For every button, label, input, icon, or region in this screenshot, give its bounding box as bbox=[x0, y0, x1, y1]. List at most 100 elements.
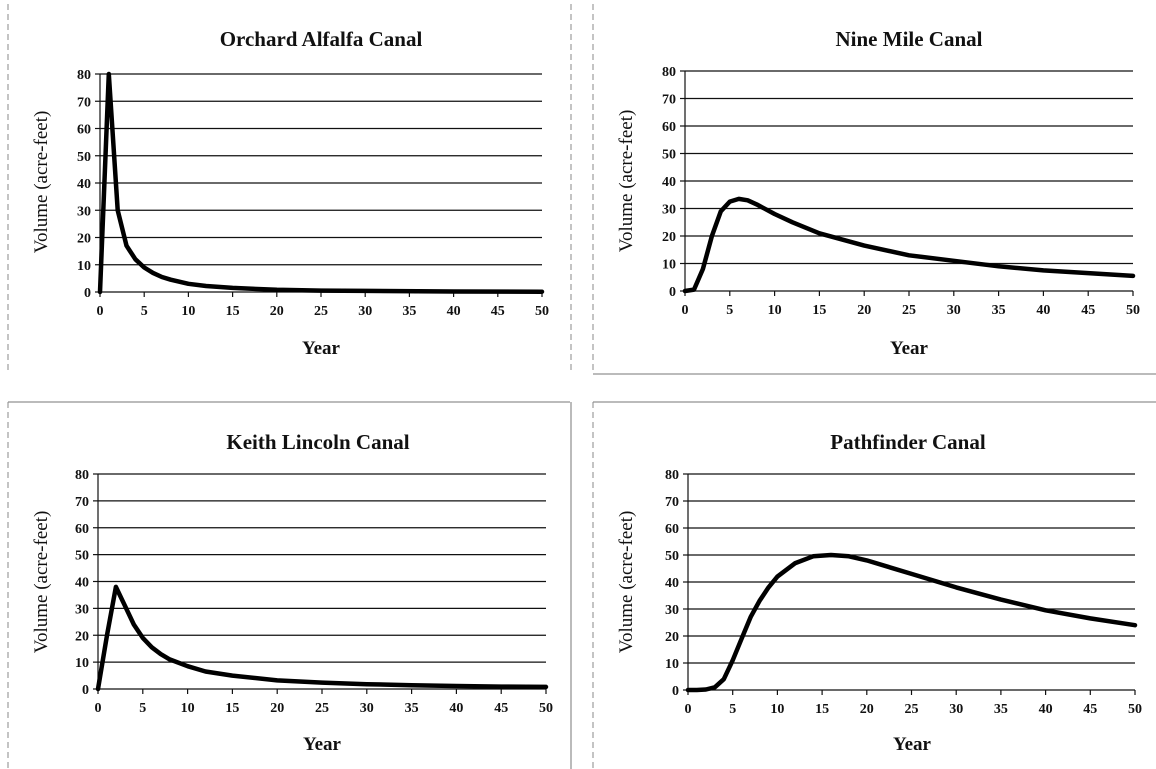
x-tick-label: 30 bbox=[358, 304, 372, 319]
chart-panel-pathfinder: 0 10 20 30 40 50 60 70 80 0 5 10 15 20 25 30 35 40 45 50 Pa… bbox=[590, 392, 1156, 769]
x-tick-label: 10 bbox=[770, 702, 784, 717]
chart-panel-keith-lincoln: 0 10 20 30 40 50 60 70 80 0 5 10 15 20 25 30 35 40 45 50 Ke… bbox=[0, 392, 572, 769]
y-tick-label: 0 bbox=[82, 683, 89, 698]
y-tick-label: 70 bbox=[77, 95, 91, 110]
x-tick-label: 15 bbox=[226, 304, 240, 319]
y-tick-label: 60 bbox=[75, 522, 89, 537]
x-tick-label: 20 bbox=[860, 702, 874, 717]
x-tick-label: 15 bbox=[815, 702, 829, 717]
y-tick-label: 20 bbox=[665, 630, 679, 645]
x-tick-label: 25 bbox=[905, 702, 919, 717]
chart-title: Nine Mile Canal bbox=[836, 27, 983, 51]
x-tick-label: 45 bbox=[1081, 303, 1095, 318]
y-axis-label: Volume (acre-feet) bbox=[31, 111, 52, 254]
x-tick-label: 45 bbox=[1083, 702, 1097, 717]
chart-svg-nine-mile: 0 10 20 30 40 50 60 70 80 0 5 10 15 20 25 30 35 40 45 50 Ni… bbox=[592, 4, 1156, 375]
x-tick-label: 25 bbox=[314, 304, 328, 319]
y-tick-label: 80 bbox=[665, 468, 679, 483]
chart-title: Pathfinder Canal bbox=[830, 430, 986, 454]
x-tick-label: 30 bbox=[947, 303, 961, 318]
x-tick-label: 35 bbox=[402, 304, 416, 319]
x-tick-label: 40 bbox=[1036, 303, 1050, 318]
y-tick-label: 10 bbox=[662, 258, 676, 273]
y-tick-label: 80 bbox=[75, 468, 89, 483]
x-tick-label: 25 bbox=[315, 701, 329, 716]
x-axis-label: Year bbox=[890, 338, 929, 359]
x-tick-label: 50 bbox=[1126, 303, 1140, 318]
y-axis-label: Volume (acre-feet) bbox=[616, 110, 637, 253]
y-tick-label: 50 bbox=[75, 549, 89, 564]
x-tick-label: 35 bbox=[405, 701, 419, 716]
series-line-nine-mile bbox=[682, 196, 1136, 294]
series-line-pathfinder bbox=[685, 552, 1138, 693]
x-tick-label: 50 bbox=[539, 701, 553, 716]
y-tick-label: 0 bbox=[84, 286, 91, 301]
x-tick-label: 50 bbox=[1128, 702, 1142, 717]
y-tick-label: 0 bbox=[669, 285, 676, 300]
x-tick-label: 5 bbox=[139, 701, 146, 716]
y-tick-label: 60 bbox=[77, 123, 91, 138]
y-tick-label: 20 bbox=[662, 230, 676, 245]
y-tick-label: 20 bbox=[75, 629, 89, 644]
x-tick-label: 0 bbox=[95, 701, 102, 716]
y-tick-label: 40 bbox=[665, 576, 679, 591]
y-tick-label: 30 bbox=[75, 602, 89, 617]
chart-svg-pathfinder: 0 10 20 30 40 50 60 70 80 0 5 10 15 20 25 30 35 40 45 50 Pa… bbox=[592, 401, 1156, 769]
x-tick-label: 10 bbox=[181, 304, 195, 319]
x-tick-label: 0 bbox=[97, 304, 104, 319]
series-line-orchard-alfalfa bbox=[97, 71, 545, 295]
x-tick-label: 35 bbox=[994, 702, 1008, 717]
series-line-keith-lincoln bbox=[95, 584, 549, 692]
y-tick-label: 30 bbox=[662, 203, 676, 218]
chart-svg-orchard-alfalfa: 0 10 20 30 40 50 60 70 80 0 5 10 15 20 25 30 35 40 45 50 Or… bbox=[7, 4, 572, 372]
x-tick-label: 10 bbox=[768, 303, 782, 318]
x-tick-label: 10 bbox=[181, 701, 195, 716]
y-tick-label: 50 bbox=[77, 150, 91, 165]
x-tick-label: 40 bbox=[1039, 702, 1053, 717]
y-tick-label: 60 bbox=[662, 120, 676, 135]
x-tick-label: 20 bbox=[857, 303, 871, 318]
chart-panel-nine-mile: 0 10 20 30 40 50 60 70 80 0 5 10 15 20 25 30 35 40 45 50 Ni… bbox=[590, 0, 1156, 376]
x-tick-label: 25 bbox=[902, 303, 916, 318]
x-tick-label: 40 bbox=[447, 304, 461, 319]
chart-title: Keith Lincoln Canal bbox=[226, 430, 409, 454]
x-tick-label: 35 bbox=[992, 303, 1006, 318]
chart-svg-keith-lincoln: 0 10 20 30 40 50 60 70 80 0 5 10 15 20 25 30 35 40 45 50 Ke… bbox=[7, 401, 572, 769]
x-tick-label: 5 bbox=[729, 702, 736, 717]
y-tick-label: 70 bbox=[75, 495, 89, 510]
x-tick-label: 30 bbox=[949, 702, 963, 717]
y-tick-label: 40 bbox=[662, 175, 676, 190]
y-tick-label: 0 bbox=[672, 684, 679, 699]
y-tick-label: 30 bbox=[77, 204, 91, 219]
y-tick-label: 70 bbox=[665, 495, 679, 510]
x-tick-label: 40 bbox=[449, 701, 463, 716]
x-tick-label: 30 bbox=[360, 701, 374, 716]
y-tick-label: 50 bbox=[662, 148, 676, 163]
x-tick-label: 20 bbox=[270, 304, 284, 319]
y-tick-label: 50 bbox=[665, 549, 679, 564]
y-tick-label: 10 bbox=[75, 656, 89, 671]
x-axis-label: Year bbox=[303, 734, 342, 755]
x-axis-label: Year bbox=[893, 734, 932, 755]
y-tick-label: 40 bbox=[75, 576, 89, 591]
y-tick-label: 10 bbox=[77, 259, 91, 274]
x-tick-label: 45 bbox=[494, 701, 508, 716]
y-axis-label: Volume (acre-feet) bbox=[616, 511, 637, 654]
chart-panel-orchard-alfalfa: 0 10 20 30 40 50 60 70 80 0 5 10 15 20 25 30 35 40 45 50 Or… bbox=[0, 0, 572, 376]
y-tick-label: 20 bbox=[77, 232, 91, 247]
x-tick-label: 5 bbox=[726, 303, 733, 318]
x-tick-label: 0 bbox=[685, 702, 692, 717]
x-tick-label: 5 bbox=[141, 304, 148, 319]
x-tick-label: 15 bbox=[812, 303, 826, 318]
x-tick-label: 50 bbox=[535, 304, 549, 319]
y-tick-label: 60 bbox=[665, 522, 679, 537]
y-tick-label: 10 bbox=[665, 657, 679, 672]
y-tick-label: 40 bbox=[77, 177, 91, 192]
x-tick-label: 0 bbox=[682, 303, 689, 318]
y-tick-label: 80 bbox=[662, 65, 676, 80]
x-tick-label: 15 bbox=[225, 701, 239, 716]
x-tick-label: 20 bbox=[270, 701, 284, 716]
y-tick-label: 70 bbox=[662, 93, 676, 108]
x-axis-label: Year bbox=[302, 338, 341, 359]
x-tick-label: 45 bbox=[491, 304, 505, 319]
